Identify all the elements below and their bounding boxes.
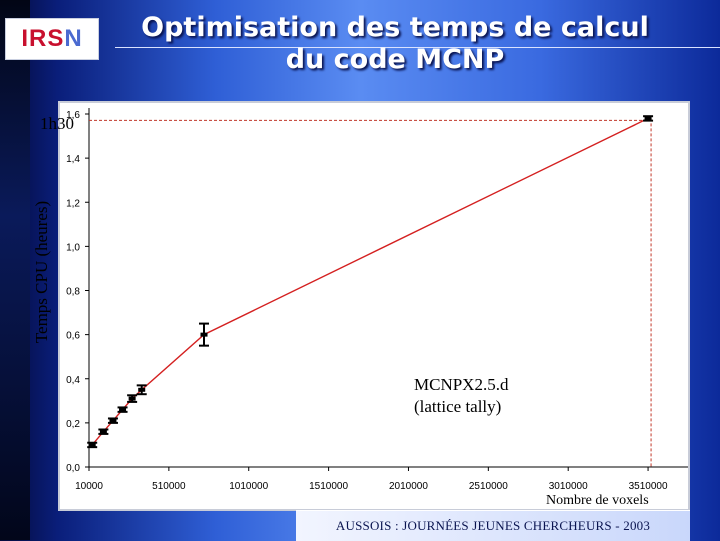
logo-last-letter: N (64, 25, 83, 52)
x-tick-label: 1010000 (229, 481, 268, 492)
footer-banner: AUSSOIS : JOURNÉES JEUNES CHERCHEURS - 2… (296, 510, 690, 541)
y-tick-label: 1,4 (66, 154, 80, 165)
y-tick-label: 1,6 (66, 110, 80, 121)
y-tick-label: 0,4 (66, 375, 80, 386)
x-tick-label: 3010000 (549, 481, 588, 492)
x-axis-label: Nombre de voxels (546, 493, 649, 508)
series-annotation: MCNPX2.5.d (lattice tally) (410, 372, 554, 420)
data-point (200, 332, 208, 337)
title-underline (115, 47, 720, 48)
slide-title: Optimisation des temps de calcul du code… (115, 12, 675, 76)
y-tick-label: 0,6 (66, 331, 80, 342)
x-tick-label: 2010000 (389, 481, 428, 492)
data-point (128, 396, 136, 401)
x-tick-label: 10000 (75, 481, 103, 492)
y-tick-label: 0,8 (66, 287, 80, 298)
title-line-2: du code MCNP (285, 44, 505, 75)
x-tick-label: 3510000 (629, 481, 668, 492)
data-point (138, 387, 146, 392)
data-point (99, 429, 107, 434)
series-line (91, 117, 649, 446)
irsn-logo: IRSN (5, 18, 99, 60)
annotation-line-1: MCNPX2.5.d (414, 375, 509, 394)
x-tick-label: 1510000 (309, 481, 348, 492)
y-tick-label: 0,0 (66, 463, 80, 474)
y-tick-label: 1,0 (66, 242, 80, 253)
reference-label: 1h30 (40, 114, 74, 133)
data-point (88, 442, 96, 447)
y-tick-label: 0,2 (66, 419, 80, 430)
annotation-line-2: (lattice tally) (414, 397, 502, 416)
left-decor-strip (0, 0, 30, 540)
footer-text: AUSSOIS : JOURNÉES JEUNES CHERCHEURS - 2… (335, 518, 651, 533)
data-point (109, 418, 117, 423)
logo-letters: IRS (21, 25, 65, 52)
x-tick-label: 510000 (152, 481, 186, 492)
data-point (119, 407, 127, 412)
data-point (644, 116, 652, 121)
title-line-1: Optimisation des temps de calcul (141, 12, 649, 43)
y-axis-label: Temps CPU (heures) (32, 200, 51, 344)
plot-panel (58, 101, 690, 511)
y-tick-label: 1,2 (66, 198, 80, 209)
logo-text: IRSN (21, 25, 82, 53)
x-tick-label: 2510000 (469, 481, 508, 492)
